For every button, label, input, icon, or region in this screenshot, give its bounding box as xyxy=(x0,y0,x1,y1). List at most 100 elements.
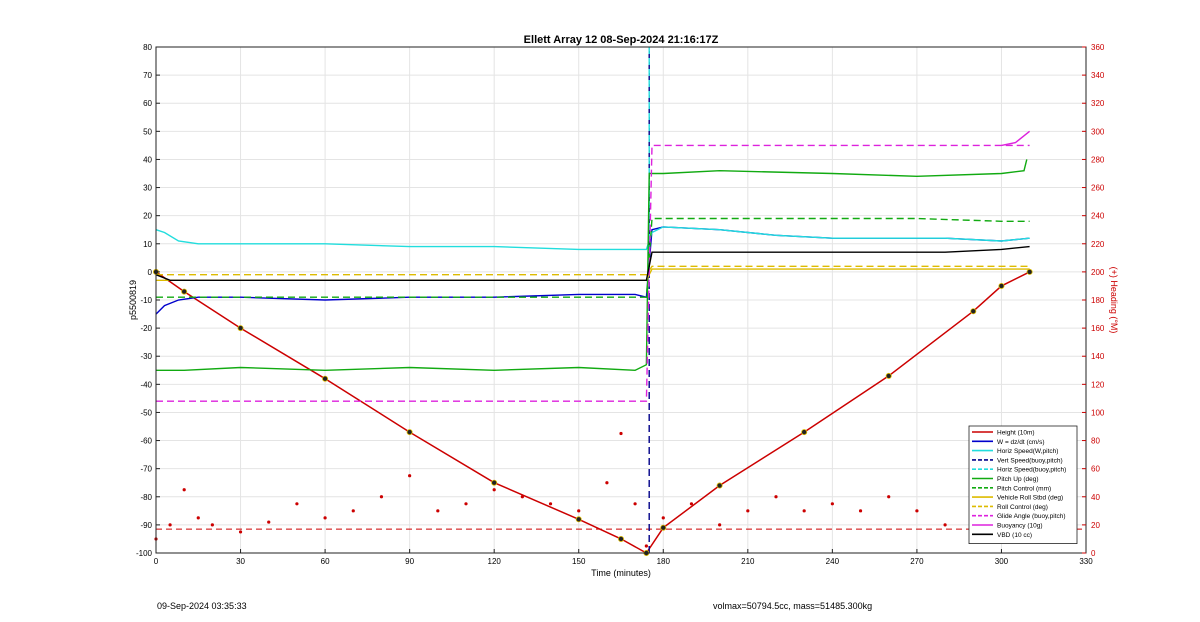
y2-tick-label-17: 340 xyxy=(1091,71,1105,80)
heading-point-5 xyxy=(238,530,243,534)
y-tick-label-6: -40 xyxy=(140,380,152,389)
heading-point-2 xyxy=(182,488,186,492)
legend-label-8: Roll Control (deg) xyxy=(997,504,1048,511)
x-tick-label-3: 90 xyxy=(405,557,414,566)
heading-point-23 xyxy=(689,502,694,506)
y-axis-label: p5500819 xyxy=(128,280,138,320)
y-tick-label-13: 30 xyxy=(143,184,152,193)
x-tick-label-9: 270 xyxy=(910,557,924,566)
heading-point-27 xyxy=(802,509,806,513)
heading-point-3 xyxy=(196,516,200,520)
y2-tick-label-11: 220 xyxy=(1091,240,1105,249)
y2-tick-label-4: 80 xyxy=(1091,437,1100,446)
legend-label-1: W = dz/dt (cm/s) xyxy=(997,439,1045,446)
heading-point-6 xyxy=(267,520,271,524)
y-tick-label-7: -30 xyxy=(140,352,152,361)
heading-point-31 xyxy=(915,509,919,513)
y2-axis-label: (+) Heading (°M) xyxy=(1109,267,1119,334)
series-line-10 xyxy=(1001,130,1031,147)
height-marker-2 xyxy=(237,325,244,332)
legend-label-5: Pitch Up (deg) xyxy=(997,476,1039,483)
heading-point-13 xyxy=(464,502,468,506)
y2-tick-label-16: 320 xyxy=(1091,99,1105,108)
y-tick-label-9: -10 xyxy=(140,296,152,305)
heading-point-10 xyxy=(379,495,384,499)
legend-label-4: Horiz Speed(buoy,pitch) xyxy=(997,467,1066,474)
y2-tick-label-9: 180 xyxy=(1091,296,1105,305)
y-tick-label-8: -20 xyxy=(140,324,152,333)
legend-label-2: Horiz Speed(W,pitch) xyxy=(997,448,1058,455)
y2-tick-label-7: 140 xyxy=(1091,352,1105,361)
heading-point-8 xyxy=(323,516,327,520)
height-marker-10 xyxy=(716,482,723,489)
grid xyxy=(155,46,1087,554)
x-tick-label-1: 30 xyxy=(236,557,245,566)
y-tick-label-12: 20 xyxy=(143,212,152,221)
height-marker-13 xyxy=(970,308,977,315)
heading-point-7 xyxy=(295,502,299,506)
legend-label-7: Vehicle Roll Stbd (deg) xyxy=(997,495,1063,502)
y2-tick-label-3: 60 xyxy=(1091,465,1100,474)
height-marker-7 xyxy=(618,535,625,542)
heading-point-32 xyxy=(943,523,947,527)
height-marker-1 xyxy=(181,288,188,295)
y2-tick-label-2: 40 xyxy=(1091,493,1100,502)
legend-label-9: Glide Angle (buoy,pitch) xyxy=(997,513,1066,520)
series-line-2 xyxy=(155,226,1030,251)
x-tick-label-8: 240 xyxy=(826,557,840,566)
legend-label-0: Height (10m) xyxy=(997,430,1035,437)
series-line-7 xyxy=(156,268,1030,281)
series-line-8 xyxy=(156,265,1030,276)
x-tick-label-4: 120 xyxy=(488,557,502,566)
x-tick-label-10: 300 xyxy=(995,557,1009,566)
x-tick-label-11: 330 xyxy=(1079,557,1093,566)
y2-tick-label-13: 260 xyxy=(1091,184,1105,193)
height-marker-4 xyxy=(406,429,413,436)
heading-point-9 xyxy=(351,509,355,513)
heading-point-12 xyxy=(436,509,440,513)
legend-box xyxy=(968,425,1078,544)
heading-point-20 xyxy=(633,502,637,506)
series-line-0 xyxy=(155,271,1030,554)
footer-timestamp: 09-Sep-2024 03:35:33 xyxy=(157,601,247,611)
y2-tick-label-12: 240 xyxy=(1091,212,1105,221)
heading-point-29 xyxy=(858,509,863,513)
y2-tick-label-5: 100 xyxy=(1091,408,1105,417)
series-line-9 xyxy=(156,144,1030,402)
y2-tick-label-15: 300 xyxy=(1091,127,1105,136)
y-tick-label-15: 50 xyxy=(143,127,152,136)
legend: Height (10m) W = dz/dt (cm/s) Horiz Speed(… xyxy=(968,425,1078,544)
height-marker-14 xyxy=(998,282,1005,289)
x-axis: 0 30 60 90 120 150 180 210 240 270 300 330 xyxy=(154,549,1093,566)
y-axis-right: 0 20 40 60 80 100 120 140 160 180 200 220 240 260 280 3… xyxy=(1082,43,1105,558)
heading-point-22 xyxy=(661,516,665,520)
y-tick-label-16: 60 xyxy=(143,99,152,108)
x-tick-label-5: 150 xyxy=(572,557,586,566)
heading-point-24 xyxy=(718,523,722,527)
legend-label-11: VBD (10 cc) xyxy=(997,532,1032,539)
x-tick-label-0: 0 xyxy=(154,557,159,566)
y-tick-label-2: -80 xyxy=(140,493,152,502)
y2-tick-label-18: 360 xyxy=(1091,43,1105,52)
heading-point-16 xyxy=(548,502,553,506)
heading-point-14 xyxy=(492,488,496,492)
y-tick-label-10: 0 xyxy=(148,268,153,277)
y-tick-label-1: -90 xyxy=(140,521,152,530)
heading-point-26 xyxy=(774,495,778,499)
heading-point-25 xyxy=(746,509,750,513)
y-tick-label-11: 10 xyxy=(143,240,152,249)
y2-tick-label-10: 200 xyxy=(1091,268,1105,277)
x-axis-label: Time (minutes) xyxy=(591,568,651,578)
y2-tick-label-6: 120 xyxy=(1091,380,1105,389)
y2-tick-label-8: 160 xyxy=(1091,324,1105,333)
height-marker-3 xyxy=(322,375,329,382)
heading-point-28 xyxy=(830,502,834,506)
heading-point-4 xyxy=(210,523,214,527)
y-tick-label-17: 70 xyxy=(143,71,152,80)
legend-label-10: Buoyancy (10g) xyxy=(997,523,1043,530)
height-marker-15 xyxy=(1026,268,1033,275)
chart-title: Ellett Array 12 08-Sep-2024 21:16:17Z xyxy=(524,34,719,46)
height-marker-5 xyxy=(491,479,498,486)
heading-point-1 xyxy=(168,523,172,527)
